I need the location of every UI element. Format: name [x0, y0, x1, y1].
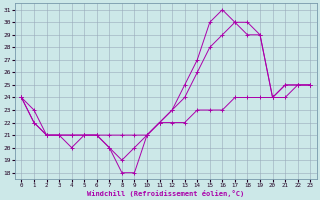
X-axis label: Windchill (Refroidissement éolien,°C): Windchill (Refroidissement éolien,°C) — [87, 190, 244, 197]
